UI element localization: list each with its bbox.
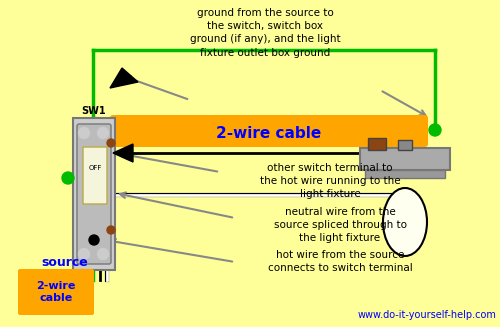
- FancyBboxPatch shape: [110, 115, 428, 147]
- Bar: [360, 148, 450, 170]
- Polygon shape: [110, 68, 138, 88]
- Circle shape: [78, 128, 90, 139]
- Circle shape: [107, 226, 115, 234]
- Text: source: source: [42, 255, 88, 268]
- Text: 2-wire cable: 2-wire cable: [216, 126, 322, 141]
- Text: 2-wire
cable: 2-wire cable: [36, 281, 76, 303]
- FancyBboxPatch shape: [18, 269, 94, 315]
- Bar: [365, 170, 445, 178]
- Circle shape: [429, 124, 441, 136]
- FancyBboxPatch shape: [83, 147, 107, 204]
- Bar: [398, 140, 412, 150]
- Text: SW1: SW1: [82, 106, 106, 116]
- Bar: [368, 138, 386, 150]
- Text: neutral wire from the
source spliced through to
the light fixture: neutral wire from the source spliced thr…: [274, 207, 406, 243]
- Text: ground from the source to
the switch, switch box
ground (if any), and the light
: ground from the source to the switch, sw…: [190, 8, 340, 58]
- Circle shape: [98, 128, 108, 139]
- Circle shape: [62, 172, 74, 184]
- Text: www.do-it-yourself-help.com: www.do-it-yourself-help.com: [357, 310, 496, 320]
- Text: OFF: OFF: [88, 165, 102, 171]
- Circle shape: [78, 249, 90, 260]
- Circle shape: [107, 139, 115, 147]
- Polygon shape: [113, 144, 133, 162]
- Circle shape: [98, 249, 108, 260]
- Bar: [73, 118, 115, 270]
- Ellipse shape: [383, 188, 427, 256]
- Text: hot wire from the source
connects to switch terminal: hot wire from the source connects to swi…: [268, 250, 412, 273]
- FancyBboxPatch shape: [77, 124, 111, 264]
- Text: other switch terminal to
the hot wire running to the
light fixture: other switch terminal to the hot wire ru…: [260, 163, 400, 199]
- Circle shape: [89, 235, 99, 245]
